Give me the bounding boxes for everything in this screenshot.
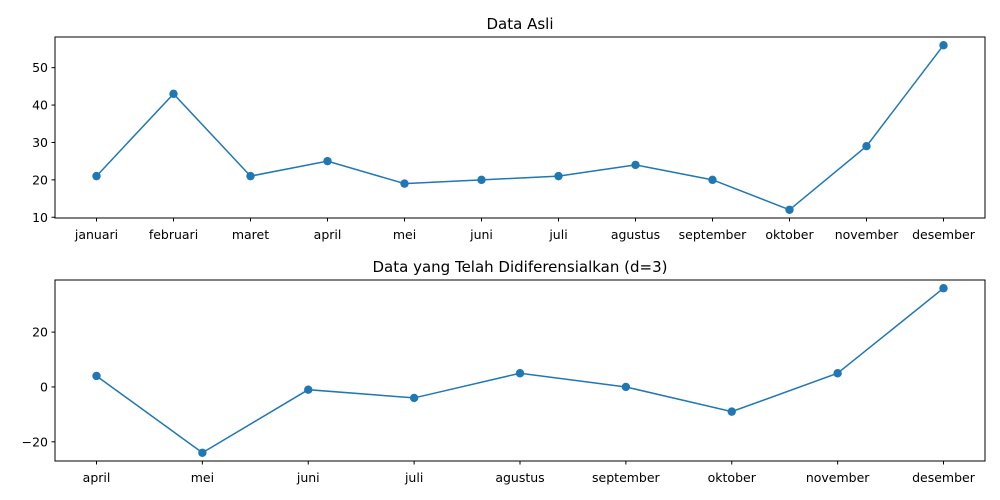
data-point bbox=[198, 448, 207, 457]
data-point bbox=[631, 160, 640, 170]
chart-title: Data Asli bbox=[487, 15, 554, 33]
x-tick-label: mei bbox=[393, 227, 416, 242]
x-tick-label: april bbox=[314, 227, 342, 242]
x-tick-label: juli bbox=[548, 227, 567, 242]
x-tick-label: februari bbox=[149, 227, 198, 242]
chart-data-asli: Data Asli 10 20 30 40 50 januari februari maret a… bbox=[32, 15, 986, 242]
x-tick-label: januari bbox=[74, 227, 118, 242]
y-tick-label: 10 bbox=[32, 210, 48, 225]
data-point bbox=[833, 369, 842, 378]
y-tick-label: 20 bbox=[32, 172, 48, 187]
x-tick-label: april bbox=[83, 470, 111, 485]
data-point bbox=[939, 41, 948, 50]
x-tick-label: juni bbox=[296, 470, 320, 485]
y-tick-label: 0 bbox=[40, 379, 48, 394]
y-tick-label: 50 bbox=[32, 60, 48, 75]
x-tick-label: desember bbox=[912, 227, 976, 242]
data-point bbox=[515, 369, 525, 378]
y-tick-label: 40 bbox=[32, 98, 48, 113]
y-tick-label: 20 bbox=[32, 325, 48, 340]
x-tick-label: oktober bbox=[708, 470, 757, 485]
chart-data-differenced: Data yang Telah Didiferensialkan (d=3) −2… bbox=[22, 258, 986, 485]
data-point bbox=[409, 393, 419, 403]
chart-title: Data yang Telah Didiferensialkan (d=3) bbox=[373, 258, 668, 276]
x-tick-label: mei bbox=[191, 470, 214, 485]
x-tick-label: september bbox=[592, 470, 661, 485]
x-tick-label: november bbox=[806, 470, 870, 485]
x-tick-label: november bbox=[835, 227, 899, 242]
data-point bbox=[92, 171, 101, 181]
data-point bbox=[785, 205, 794, 214]
data-point bbox=[708, 175, 717, 185]
plot-area-frame bbox=[54, 279, 986, 462]
data-point bbox=[400, 179, 409, 188]
x-tick-label: oktober bbox=[765, 227, 814, 242]
x-tick-label: agustus bbox=[611, 227, 660, 242]
y-tick-label: 30 bbox=[32, 135, 48, 150]
data-point bbox=[477, 175, 486, 185]
data-point bbox=[621, 382, 631, 392]
data-point bbox=[304, 385, 313, 394]
data-point bbox=[862, 141, 871, 151]
x-tick-label: juni bbox=[469, 227, 493, 242]
x-tick-label: maret bbox=[232, 227, 269, 242]
data-point bbox=[246, 171, 255, 181]
x-tick-label: desember bbox=[912, 470, 976, 485]
y-tick-label: −20 bbox=[22, 434, 48, 449]
data-point bbox=[92, 371, 101, 381]
x-tick-label: agustus bbox=[495, 470, 544, 485]
data-point bbox=[727, 407, 736, 416]
data-point bbox=[554, 171, 563, 181]
x-tick-label: september bbox=[679, 227, 748, 242]
data-point bbox=[169, 89, 178, 99]
data-point bbox=[323, 156, 332, 166]
data-point bbox=[939, 284, 948, 293]
plot-area-frame bbox=[54, 36, 986, 219]
x-tick-label: juli bbox=[404, 470, 423, 485]
series-line bbox=[95, 44, 945, 211]
